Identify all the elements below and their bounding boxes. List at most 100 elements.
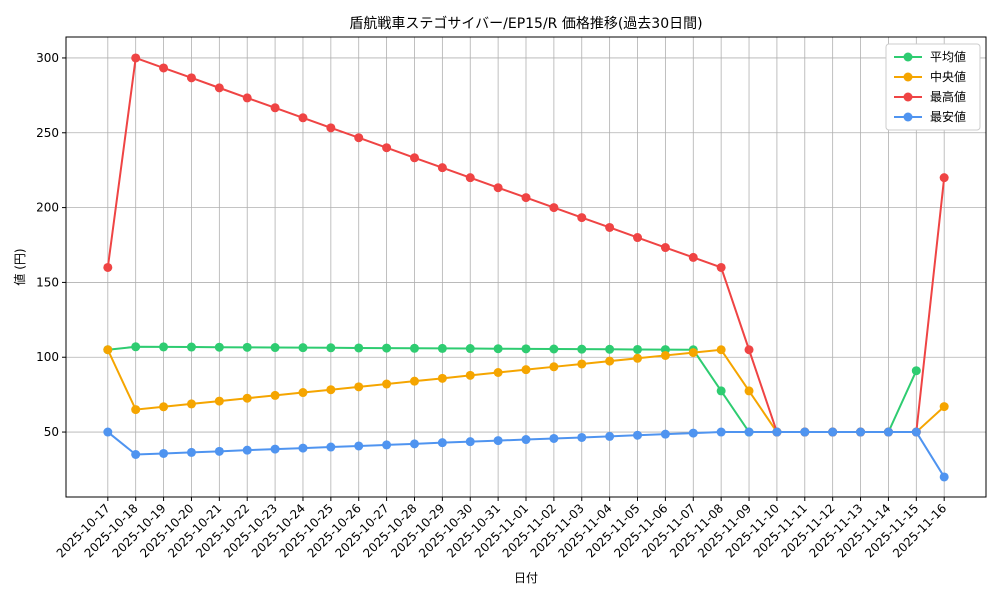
data-point xyxy=(465,344,475,354)
data-point xyxy=(633,430,643,440)
data-point xyxy=(242,445,252,455)
data-point xyxy=(354,441,364,451)
data-point xyxy=(186,447,196,457)
legend-marker xyxy=(903,112,913,122)
legend-marker xyxy=(903,72,913,82)
y-tick-label: 200 xyxy=(36,201,59,215)
data-point xyxy=(298,343,308,353)
data-point xyxy=(493,183,503,193)
data-point xyxy=(214,342,224,352)
y-tick-label: 250 xyxy=(36,126,59,140)
data-point xyxy=(242,342,252,352)
data-point xyxy=(131,405,141,415)
data-point xyxy=(214,446,224,456)
data-point xyxy=(772,427,782,437)
data-point xyxy=(939,173,949,183)
data-point xyxy=(744,386,754,396)
y-tick-label: 100 xyxy=(36,350,59,364)
data-point xyxy=(437,163,447,173)
data-point xyxy=(465,173,475,183)
legend-box xyxy=(885,43,981,131)
data-point xyxy=(716,262,726,272)
data-point xyxy=(326,385,336,395)
data-point xyxy=(159,448,169,458)
data-point xyxy=(354,343,364,353)
chart-title: 盾航戦車ステゴサイバー/EP15/R 価格推移(過去30日間) xyxy=(349,15,702,32)
data-point xyxy=(744,345,754,355)
data-point xyxy=(186,399,196,409)
data-point xyxy=(409,439,419,449)
data-point xyxy=(549,362,559,372)
legend-label: 平均値 xyxy=(930,49,966,64)
data-point xyxy=(437,343,447,353)
data-point xyxy=(605,356,615,366)
y-tick-label: 50 xyxy=(44,425,59,439)
data-point xyxy=(409,343,419,353)
data-point xyxy=(939,472,949,482)
data-point xyxy=(939,402,949,412)
data-point xyxy=(660,350,670,360)
y-tick-label: 150 xyxy=(36,275,59,289)
data-point xyxy=(688,428,698,438)
data-point xyxy=(270,390,280,400)
legend-label: 中央値 xyxy=(930,69,966,84)
data-point xyxy=(549,344,559,354)
data-point xyxy=(214,396,224,406)
series-line xyxy=(107,345,918,434)
data-point xyxy=(716,386,726,396)
data-point xyxy=(493,344,503,354)
legend-label: 最高値 xyxy=(930,89,966,104)
data-point xyxy=(744,427,754,437)
y-axis-label: 値 (円) xyxy=(12,248,27,285)
data-point xyxy=(159,342,169,352)
data-point xyxy=(409,153,419,163)
data-point xyxy=(577,359,587,369)
data-point xyxy=(131,53,141,63)
data-point xyxy=(633,344,643,354)
data-point xyxy=(159,402,169,412)
data-point xyxy=(103,262,113,272)
data-point xyxy=(382,440,392,450)
data-point xyxy=(270,343,280,353)
data-point xyxy=(326,123,336,133)
legend-marker xyxy=(903,52,913,62)
data-point xyxy=(688,348,698,358)
data-point xyxy=(326,442,336,452)
data-point xyxy=(437,373,447,383)
data-point xyxy=(131,450,141,460)
data-point xyxy=(605,222,615,232)
data-point xyxy=(549,203,559,213)
data-point xyxy=(716,427,726,437)
data-point xyxy=(354,133,364,143)
data-point xyxy=(605,431,615,441)
data-point xyxy=(493,436,503,446)
x-axis-label: 日付 xyxy=(514,571,538,585)
data-point xyxy=(883,427,893,437)
data-point xyxy=(437,438,447,448)
data-point xyxy=(382,379,392,389)
data-point xyxy=(159,63,169,73)
data-point xyxy=(633,233,643,243)
data-point xyxy=(326,343,336,353)
data-point xyxy=(409,376,419,386)
data-point xyxy=(242,393,252,403)
data-point xyxy=(131,342,141,352)
data-point xyxy=(103,345,113,355)
legend-marker xyxy=(903,92,913,102)
data-point xyxy=(521,365,531,375)
data-point xyxy=(633,353,643,363)
data-point xyxy=(186,342,196,352)
data-point xyxy=(800,427,810,437)
data-point xyxy=(242,93,252,103)
data-point xyxy=(465,370,475,380)
data-point xyxy=(549,433,559,443)
data-point xyxy=(354,382,364,392)
plot-frame xyxy=(65,36,987,498)
data-point xyxy=(521,344,531,354)
data-point xyxy=(103,427,113,437)
data-point xyxy=(298,388,308,398)
data-point xyxy=(716,345,726,355)
data-point xyxy=(577,432,587,442)
data-point xyxy=(214,83,224,93)
